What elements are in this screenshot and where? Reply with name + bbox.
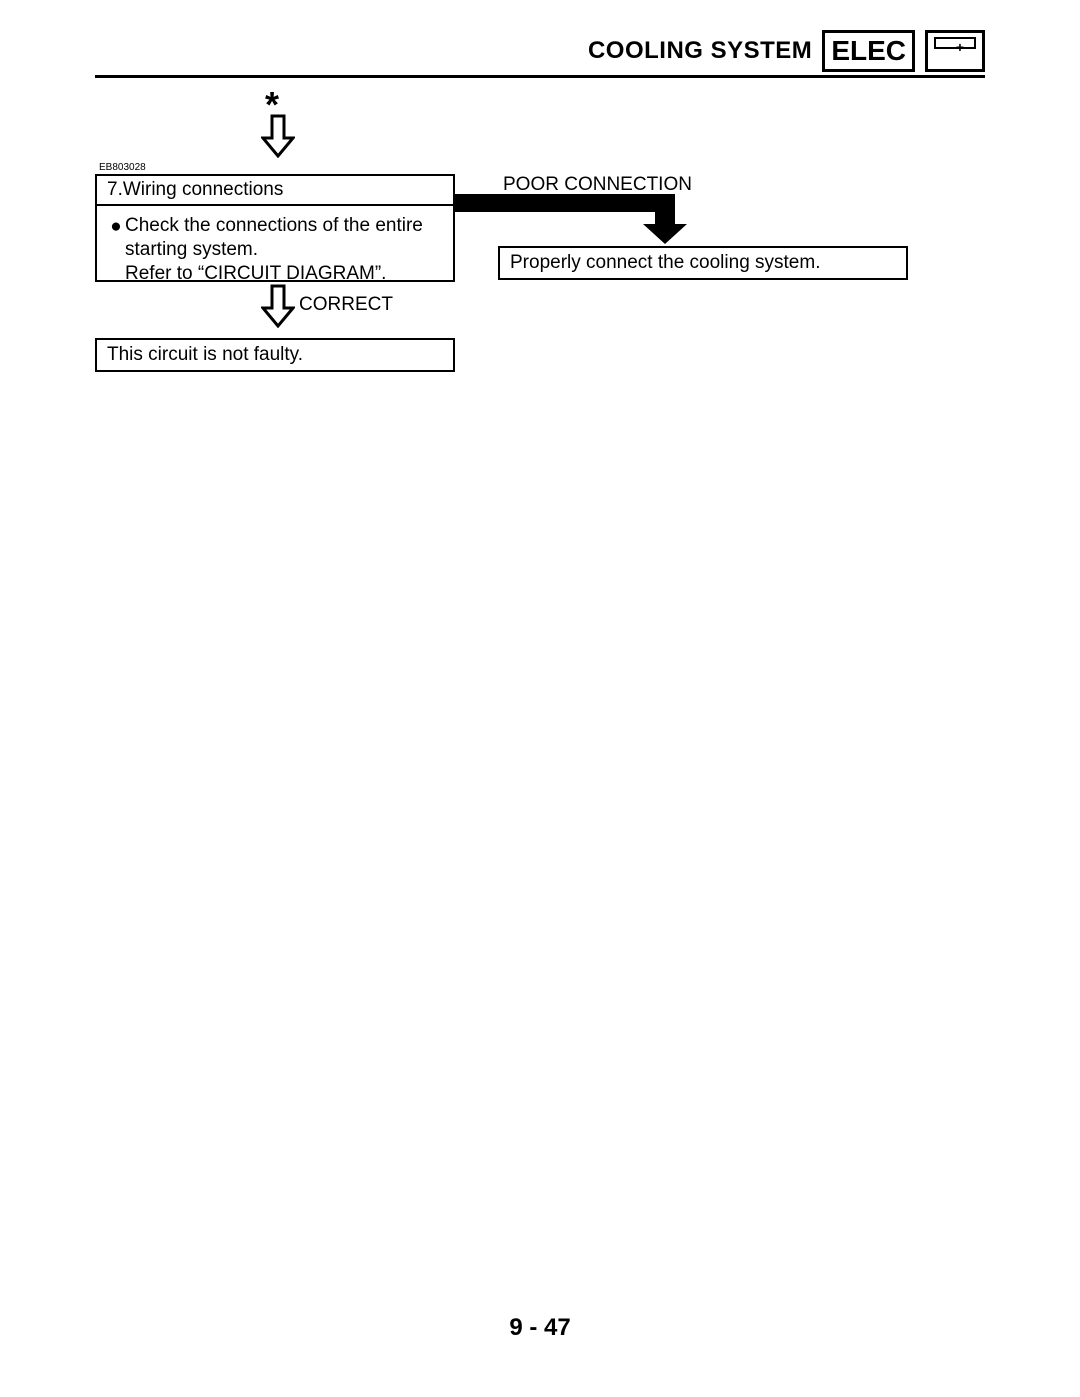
header-title: COOLING SYSTEM [588, 37, 812, 65]
battery-inner-icon: – + [934, 37, 976, 49]
remedy-box: Properly connect the cooling system. [498, 246, 908, 280]
battery-minus-label: – [948, 39, 956, 55]
result-box: This circuit is not faulty. [95, 338, 455, 372]
step-title-text: 7.Wiring connections [107, 179, 283, 201]
result-text: This circuit is not faulty. [107, 344, 303, 366]
flowchart: * EB803028 7.Wiring connections ● Check … [95, 84, 985, 404]
refer-text: Refer to “CIRCUIT DIAGRAM”. [125, 262, 443, 286]
page: COOLING SYSTEM ELEC – + * EB803028 7.Wir… [0, 0, 1080, 1397]
battery-plus-label: + [956, 39, 964, 55]
bullet-icon: ● [107, 214, 125, 262]
poor-connection-label: POOR CONNECTION [503, 174, 692, 196]
bullet-text: Check the connections of the entire star… [125, 214, 443, 262]
arrow-right-down-icon [455, 194, 695, 246]
bullet-row: ● Check the connections of the entire st… [107, 214, 443, 262]
arrow-down-icon [261, 114, 295, 158]
correct-label: CORRECT [299, 294, 393, 316]
remedy-text: Properly connect the cooling system. [510, 252, 821, 274]
page-header: COOLING SYSTEM ELEC – + [95, 28, 985, 73]
step-title-box: 7.Wiring connections [95, 174, 455, 206]
reference-code: EB803028 [99, 162, 146, 173]
header-rule [95, 75, 985, 78]
battery-icon: – + [925, 30, 985, 72]
step-detail-box: ● Check the connections of the entire st… [95, 204, 455, 282]
section-tag-label: ELEC [831, 33, 906, 69]
section-tag-box: ELEC [822, 30, 915, 72]
arrow-down-icon [261, 284, 295, 328]
page-number: 9 - 47 [0, 1314, 1080, 1342]
